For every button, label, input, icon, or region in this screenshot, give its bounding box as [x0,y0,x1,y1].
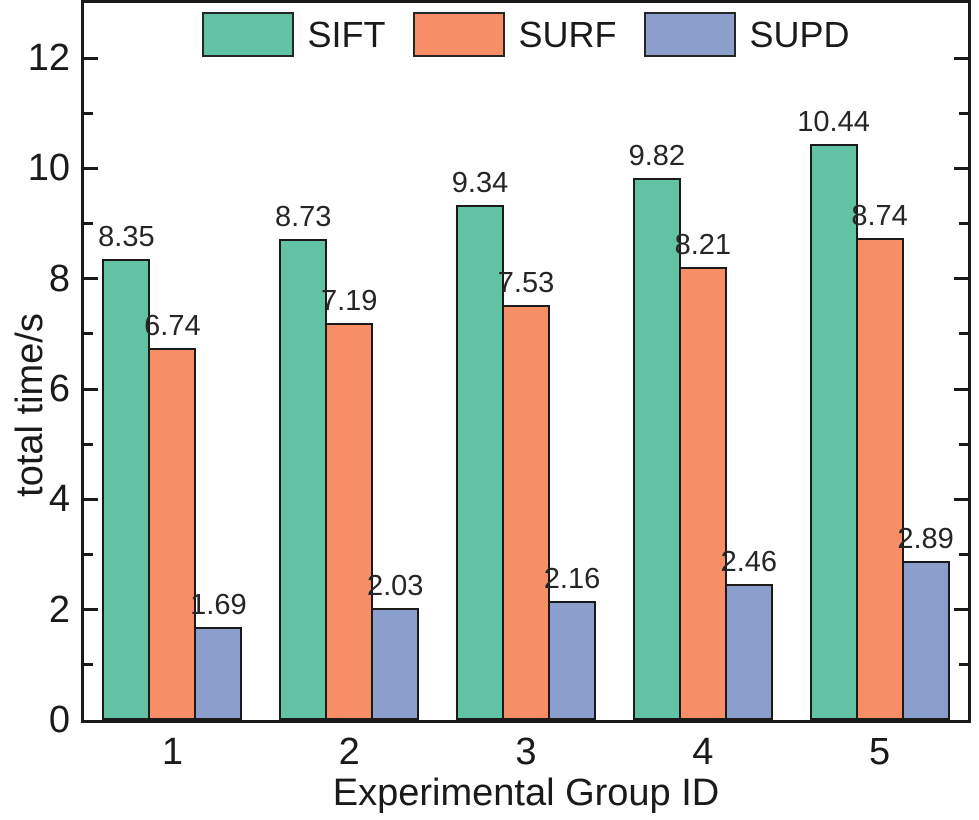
y-tick-label-10: 10 [27,147,70,190]
legend-swatch-sift [202,12,295,57]
y-minor-tick [959,442,968,446]
x-tick-label-2: 2 [338,731,360,773]
y-minor-tick [84,111,93,115]
y-minor-tick [959,111,968,115]
y-minor-tick [959,222,968,226]
x-tick-label-1: 1 [161,731,183,773]
y-tick-label-12: 12 [27,37,70,80]
bar-value-label: 9.82 [628,140,686,173]
bar-surf-group-4 [678,267,727,720]
y-tick-label-8: 8 [48,257,70,300]
bar-value-label: 8.21 [674,229,732,262]
y-major-tick [84,387,98,391]
y-minor-tick [959,553,968,557]
bar-surf-group-2 [325,323,374,720]
x-axis-title: Experimental Group ID [332,772,720,814]
y-major-tick [84,497,98,501]
y-minor-tick [959,663,968,667]
y-major-tick [84,608,98,612]
y-major-tick [954,166,968,170]
y-tick-label-2: 2 [48,588,70,631]
bar-value-label: 7.19 [320,285,378,318]
legend-item-sift: SIFT [202,12,385,57]
x-tick-label-4: 4 [692,731,714,773]
bar-supd-group-1 [194,626,243,720]
legend: SIFT SURF SUPD [84,12,968,57]
bar-value-label: 2.89 [897,522,954,555]
plot-area: SIFT SURF SUPD 8.35 6.74 1.69 8.73 7.19 2.03 9.3… [81,0,971,723]
bar-supd-group-2 [371,608,420,720]
legend-label-surf: SURF [518,13,617,55]
legend-item-supd: SUPD [644,12,850,57]
bar-value-label: 9.34 [451,166,509,199]
bar-value-label: 7.53 [497,266,555,299]
bar-value-label: 2.16 [543,562,601,595]
y-minor-tick [84,332,93,336]
y-minor-tick [84,553,93,557]
y-tick-label-6: 6 [48,368,70,411]
bar-value-label: 10.44 [797,106,870,139]
legend-label-sift: SIFT [307,13,386,55]
y-major-tick [84,277,98,281]
bar-supd-group-5 [901,560,950,720]
y-minor-tick [84,663,93,667]
bar-value-label: 8.73 [274,200,332,233]
bar-surf-group-5 [855,237,904,720]
y-major-tick [954,497,968,501]
y-minor-tick [959,332,968,336]
bar-surf-group-3 [502,304,550,720]
y-tick-label-4: 4 [48,478,70,521]
bar-value-label: 8.35 [98,221,155,254]
y-major-tick [84,56,98,60]
y-minor-tick [84,442,93,446]
legend-swatch-supd [644,12,737,57]
y-major-tick [84,166,98,170]
bar-sift-group-1 [102,259,151,720]
bar-value-label: 1.69 [190,588,247,621]
x-tick-label-5: 5 [869,731,891,773]
bar-supd-group-3 [548,600,596,720]
bar-value-label: 6.74 [144,310,201,343]
y-tick-label-0: 0 [48,699,70,741]
y-minor-tick [84,222,93,226]
y-major-tick [954,608,968,612]
bar-sift-group-2 [279,238,328,720]
bar-value-label: 2.03 [366,570,424,603]
y-major-tick [954,56,968,60]
legend-label-supd: SUPD [749,13,850,55]
legend-item-surf: SURF [413,12,616,57]
bar-sift-group-5 [809,144,858,720]
bar-value-label: 8.74 [851,199,908,232]
y-major-tick [954,387,968,391]
bar-value-label: 2.46 [720,546,778,579]
bar-supd-group-4 [724,584,773,720]
bar-surf-group-1 [148,348,197,720]
x-tick-label-3: 3 [515,731,537,773]
y-major-tick [954,277,968,281]
legend-swatch-surf [413,12,506,57]
